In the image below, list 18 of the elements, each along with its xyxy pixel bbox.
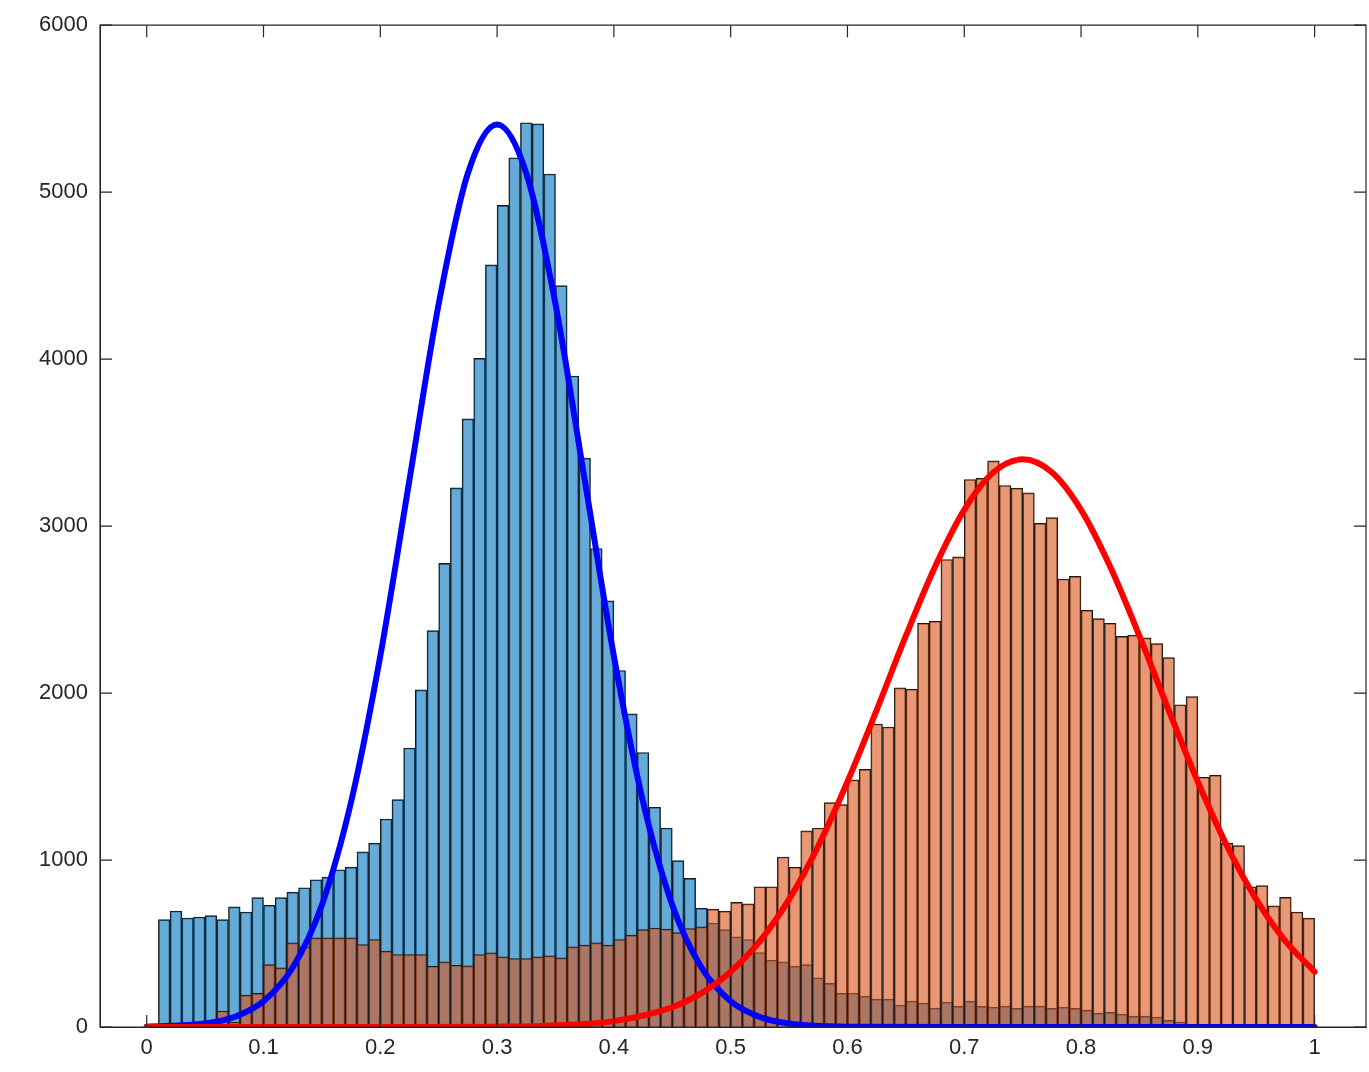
x-tick-label: 0.3 — [481, 1034, 513, 1060]
y-tick-label: 3000 — [39, 512, 88, 538]
x-tick-label: 1 — [1308, 1034, 1321, 1060]
y-tick-label: 6000 — [39, 11, 88, 37]
y-tick-label: 2000 — [39, 679, 88, 705]
x-tick-label: 0.2 — [365, 1034, 396, 1060]
x-tick-label: 0.6 — [832, 1034, 863, 1060]
y-tick-label: 0 — [75, 1013, 88, 1039]
y-tick-label: 5000 — [39, 178, 88, 204]
x-tick-label: 0.4 — [598, 1034, 630, 1060]
x-tick-label: 0.5 — [715, 1034, 746, 1060]
x-tick-label: 0.1 — [248, 1034, 279, 1060]
x-tick-label: 0 — [140, 1034, 153, 1060]
x-tick-label: 0.9 — [1182, 1034, 1214, 1060]
y-tick-label: 1000 — [39, 846, 88, 872]
y-tick-label: 4000 — [39, 345, 88, 371]
x-tick-label: 0.7 — [948, 1034, 980, 1060]
x-tick-label: 0.8 — [1065, 1034, 1097, 1060]
